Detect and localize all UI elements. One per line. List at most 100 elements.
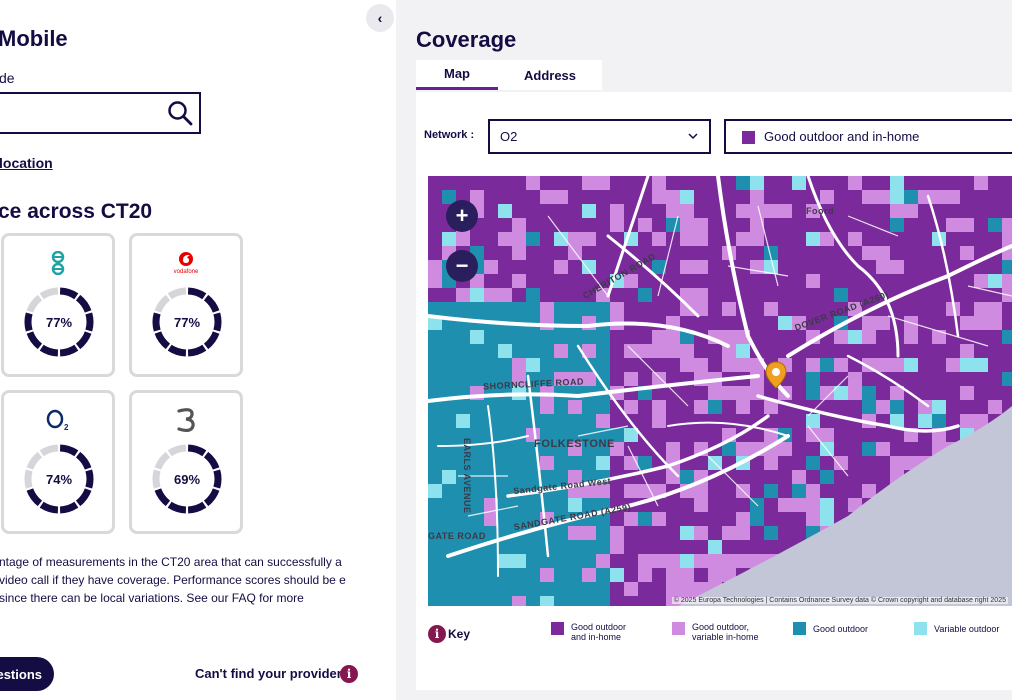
coverage-tile <box>988 386 1002 400</box>
coverage-tile <box>526 218 540 232</box>
coverage-tile <box>484 274 498 288</box>
coverage-tile <box>806 204 820 218</box>
coverage-tile <box>820 470 834 484</box>
key-label-good-outdoor: Good outdoor <box>813 624 869 634</box>
coverage-tile <box>442 512 456 526</box>
coverage-tile <box>582 218 596 232</box>
coverage-tile <box>624 330 638 344</box>
coverage-tile <box>778 232 792 246</box>
coverage-tile <box>610 344 624 358</box>
coverage-tile <box>498 512 512 526</box>
network-select[interactable]: O2 <box>488 119 711 154</box>
coverage-tile <box>680 246 694 260</box>
coverage-tile <box>442 470 456 484</box>
coverage-tile <box>596 372 610 386</box>
coverage-tile <box>638 344 652 358</box>
postcode-search-input[interactable] <box>0 92 201 134</box>
coverage-tile <box>932 414 946 428</box>
coverage-tile <box>876 190 890 204</box>
coverage-tile <box>554 288 568 302</box>
use-my-location-link[interactable]: location <box>0 155 53 171</box>
cant-find-provider-link[interactable]: Can't find your provider? <box>195 666 350 681</box>
coverage-tile <box>610 442 624 456</box>
coverage-tile <box>764 400 778 414</box>
coverage-tile <box>610 358 624 372</box>
coverage-tile <box>582 554 596 568</box>
coverage-tile <box>876 386 890 400</box>
coverage-map[interactable]: + − FOLKESTONE SHORNCLIFFE ROAD Sandgate… <box>428 176 1012 606</box>
location-pin-icon[interactable] <box>765 361 787 389</box>
coverage-tile <box>456 232 470 246</box>
coverage-tile <box>470 596 484 606</box>
coverage-tile <box>484 512 498 526</box>
coverage-tile <box>834 498 848 512</box>
coverage-filter-select[interactable]: Good outdoor and in-home <box>724 119 1012 154</box>
coverage-tile <box>498 288 512 302</box>
collapse-panel-button[interactable]: ‹ <box>366 4 394 32</box>
coverage-tile <box>498 344 512 358</box>
coverage-tile <box>540 568 554 582</box>
o2-logo-icon: 2 <box>4 407 112 433</box>
coverage-tile <box>1002 330 1012 344</box>
coverage-tile <box>596 456 610 470</box>
coverage-tile <box>722 512 736 526</box>
coverage-tile <box>820 176 834 190</box>
zoom-out-button[interactable]: − <box>446 250 478 282</box>
coverage-tile <box>456 414 470 428</box>
coverage-tile <box>484 204 498 218</box>
provider-card-three[interactable]: 69% <box>129 390 243 534</box>
coverage-tile <box>596 484 610 498</box>
coverage-tile <box>582 246 596 260</box>
coverage-tile <box>988 260 1002 274</box>
provider-card-ee[interactable]: 77% <box>1 233 115 377</box>
donut-segment <box>39 287 59 300</box>
chevron-down-icon <box>688 133 698 140</box>
coverage-tile <box>484 498 498 512</box>
info-icon[interactable]: i <box>340 665 358 683</box>
coverage-tile <box>862 344 876 358</box>
coverage-tile <box>904 190 918 204</box>
coverage-tile <box>484 330 498 344</box>
coverage-tile <box>554 176 568 190</box>
coverage-tile <box>820 190 834 204</box>
coverage-tile <box>932 288 946 302</box>
search-icon[interactable] <box>167 100 193 126</box>
coverage-tabs: Map Address <box>416 60 1012 90</box>
coverage-tile <box>484 344 498 358</box>
coverage-tile <box>652 582 666 596</box>
coverage-tile <box>568 358 582 372</box>
provider-card-o2[interactable]: 2 74% <box>1 390 115 534</box>
coverage-tile <box>582 190 596 204</box>
coverage-tile <box>568 218 582 232</box>
coverage-tile <box>764 344 778 358</box>
coverage-tile <box>596 344 610 358</box>
questions-button[interactable]: uestions <box>0 657 54 691</box>
coverage-tile <box>680 428 694 442</box>
tab-map[interactable]: Map <box>416 60 498 90</box>
coverage-tile <box>890 274 904 288</box>
coverage-tile <box>834 218 848 232</box>
coverage-tile <box>932 330 946 344</box>
key-info-icon[interactable]: i <box>428 625 446 643</box>
coverage-tile <box>792 526 806 540</box>
key-label-variable-outdoor: Variable outdoor <box>934 624 1000 634</box>
coverage-tile <box>624 400 638 414</box>
coverage-tile <box>554 218 568 232</box>
coverage-tile <box>442 190 456 204</box>
coverage-tile <box>596 414 610 428</box>
coverage-tile <box>554 358 568 372</box>
coverage-tile <box>498 428 512 442</box>
coverage-tile <box>428 554 442 568</box>
coverage-tile <box>554 204 568 218</box>
map-label-foord: Foord <box>806 206 834 216</box>
tab-address[interactable]: Address <box>498 60 602 90</box>
coverage-tile <box>540 218 554 232</box>
provider-card-vodafone[interactable]: vodafone 77% <box>129 233 243 377</box>
map-canvas[interactable] <box>428 176 1012 606</box>
coverage-tile <box>610 512 624 526</box>
coverage-tile <box>792 358 806 372</box>
coverage-tile <box>876 442 890 456</box>
coverage-tile <box>862 288 876 302</box>
coverage-tile <box>554 400 568 414</box>
zoom-in-button[interactable]: + <box>446 200 478 232</box>
